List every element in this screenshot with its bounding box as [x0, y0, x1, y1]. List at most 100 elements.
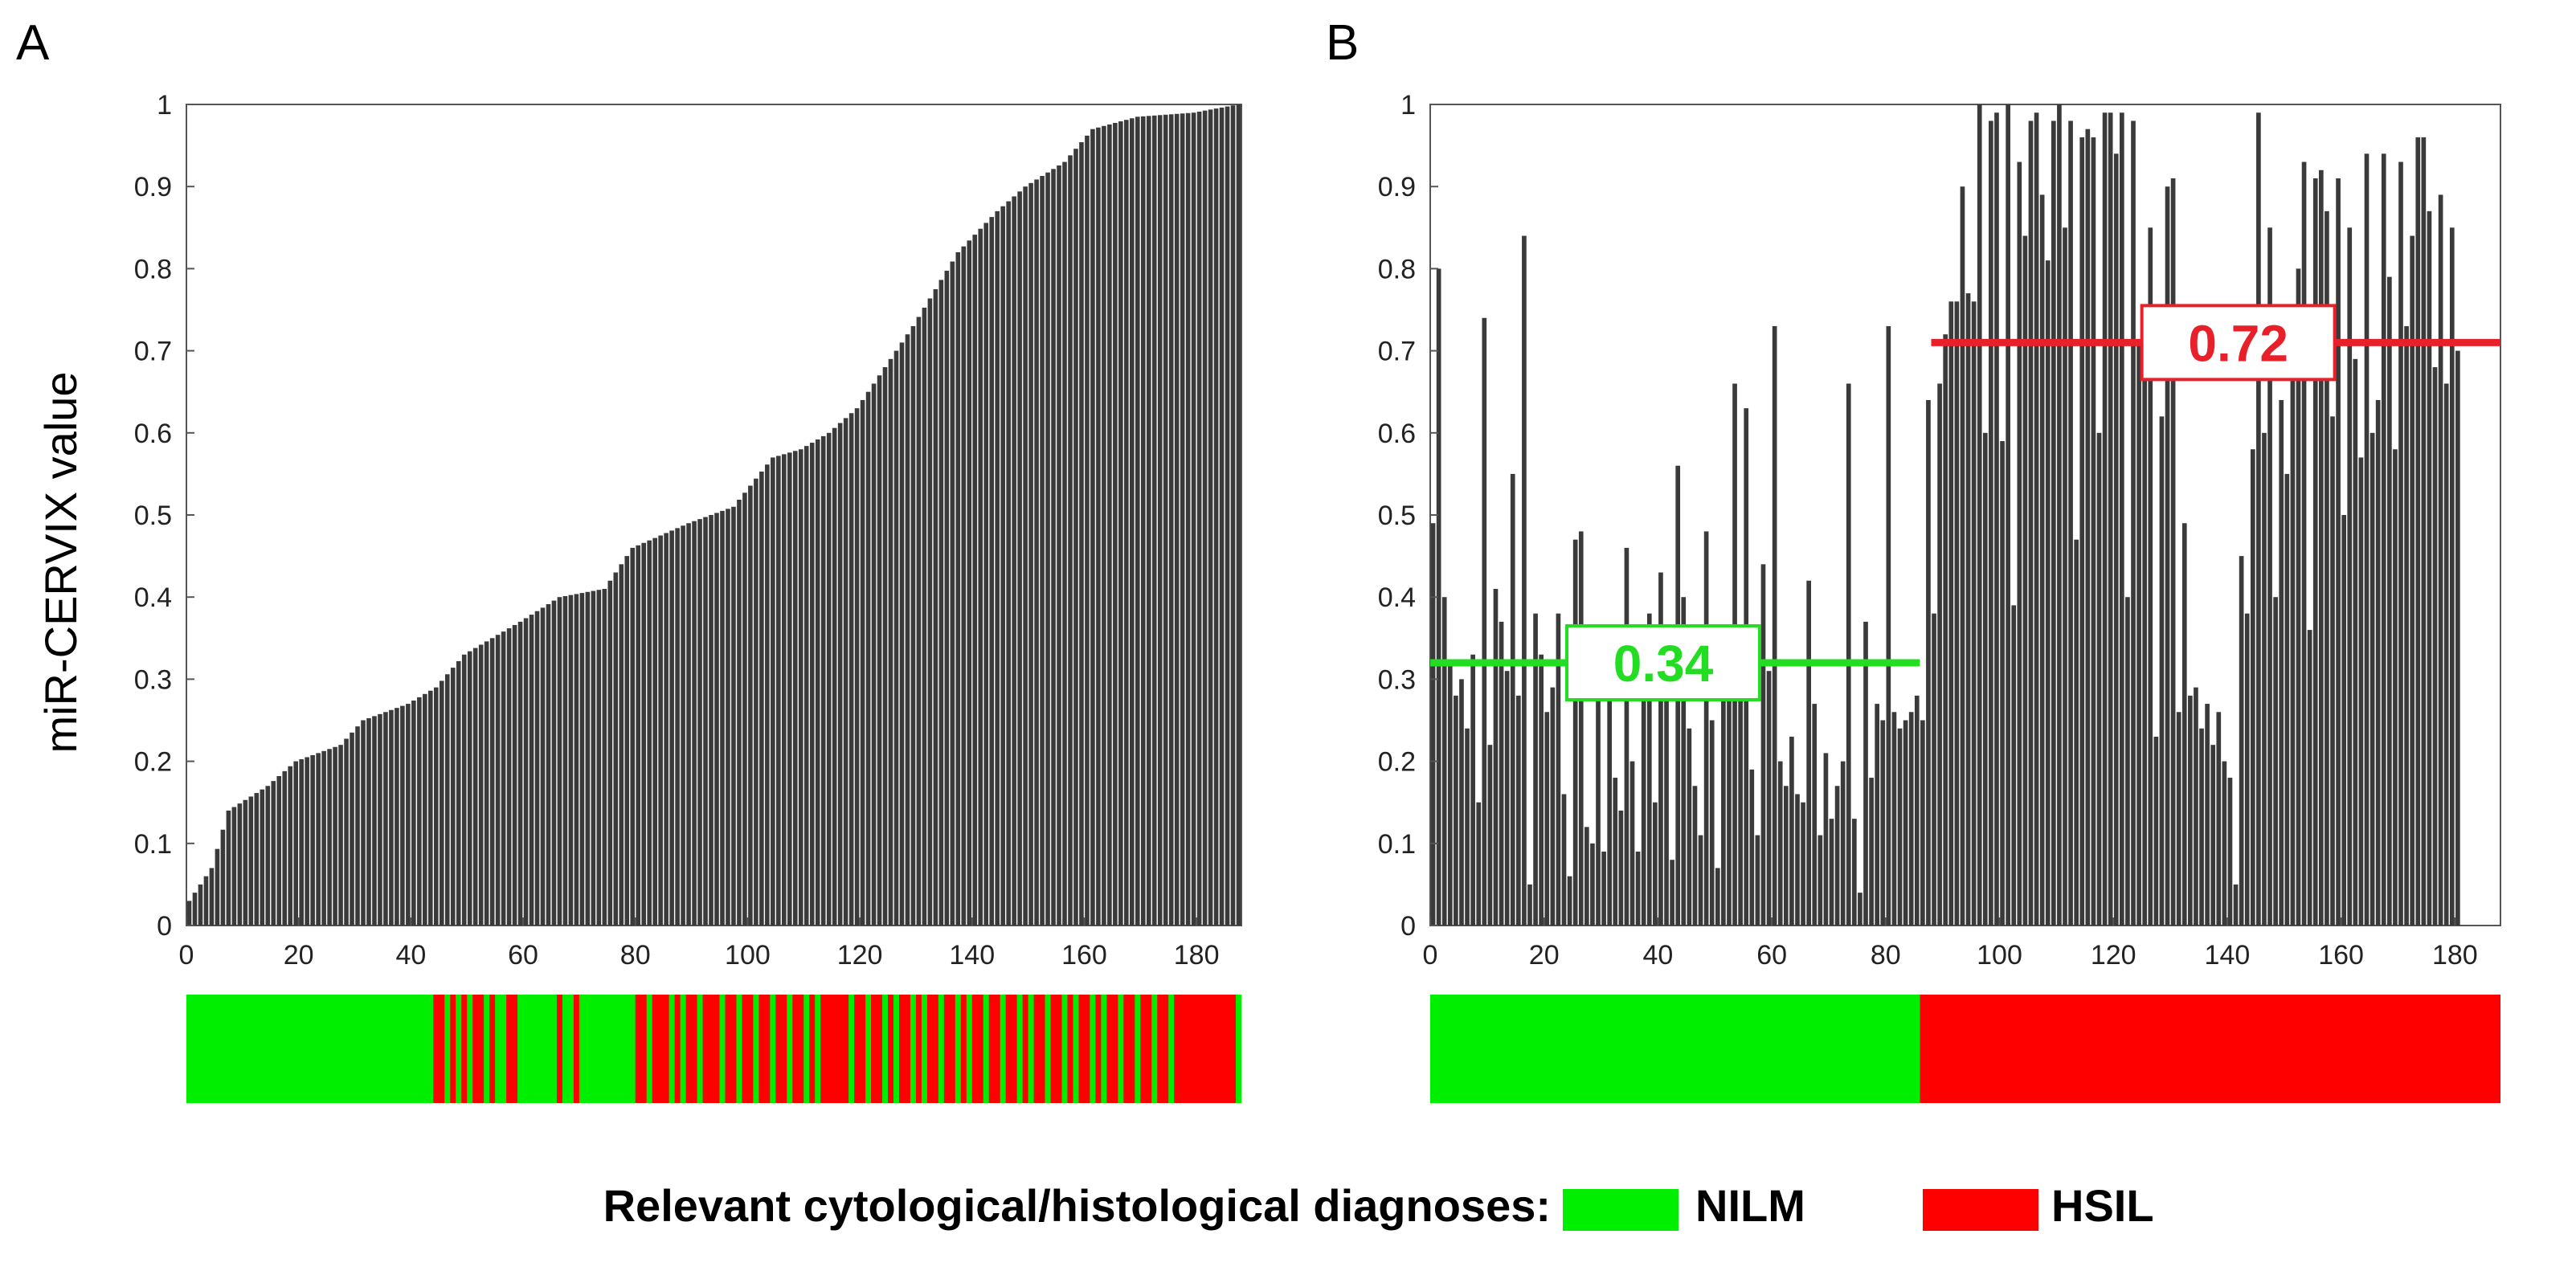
y-tick-label: 0.3 — [1378, 664, 1416, 695]
strip-segment-hsil — [820, 995, 849, 1103]
bar — [1151, 115, 1157, 926]
bar — [1430, 523, 1436, 926]
strip-segment-hsil — [702, 995, 720, 1103]
mean-label-hsil: 0.72 — [2188, 314, 2288, 372]
strip-segment-hsil — [472, 995, 485, 1103]
bar — [231, 807, 237, 926]
bar — [1812, 704, 1818, 926]
bar — [1789, 736, 1794, 926]
bar — [1601, 852, 1606, 926]
bar — [754, 478, 758, 926]
bar — [1584, 827, 1589, 926]
bar — [1174, 113, 1180, 926]
strip-segment-hsil — [1157, 995, 1169, 1103]
x-tick-label: 140 — [2205, 940, 2251, 971]
diagnosis-strip — [186, 995, 1241, 1103]
bar — [1236, 104, 1241, 926]
bar — [2085, 129, 2091, 926]
bar — [366, 717, 371, 926]
legend: Relevant cytological/histological diagno… — [603, 1180, 2154, 1231]
strip-segment-hsil — [1033, 995, 1045, 1103]
bar — [2091, 137, 2096, 926]
strip-segment-hsil — [1095, 995, 1102, 1103]
bar — [501, 631, 506, 926]
strip-segment-hsil — [988, 995, 1000, 1103]
bar — [282, 770, 288, 926]
bar — [568, 595, 574, 926]
bar — [428, 690, 433, 926]
bar — [389, 709, 394, 926]
strip-segment-hsil — [1140, 995, 1152, 1103]
bar — [1715, 868, 1720, 926]
bar — [2028, 121, 2034, 926]
bar — [540, 607, 546, 926]
bar — [260, 789, 265, 926]
bar — [1191, 112, 1196, 926]
bar — [961, 246, 967, 926]
bar — [1213, 108, 1219, 926]
strip-segment-hsil — [652, 995, 669, 1103]
bar — [1487, 745, 1493, 926]
bar — [1646, 613, 1652, 926]
bar — [2194, 687, 2198, 926]
bar — [1527, 884, 1532, 926]
y-tick-label: 0.6 — [134, 419, 172, 449]
bar — [916, 317, 922, 926]
x-tick-label: 40 — [1642, 940, 1673, 971]
bar — [2051, 121, 2056, 926]
x-tick-label: 80 — [620, 940, 651, 971]
bar — [2068, 121, 2073, 926]
bar — [2142, 317, 2148, 926]
bar — [1954, 301, 1960, 926]
bar — [2136, 342, 2141, 926]
bar — [444, 674, 450, 926]
bar — [2347, 227, 2353, 926]
bar — [1624, 547, 1629, 926]
bar — [2290, 350, 2296, 926]
strip-segment-hsil — [898, 995, 910, 1103]
bar — [787, 452, 792, 926]
bar — [1869, 778, 1874, 926]
x-tick-label: 180 — [1174, 940, 1220, 971]
bar — [562, 595, 568, 926]
bar — [506, 628, 512, 926]
bar — [1124, 120, 1129, 926]
bar — [288, 766, 292, 926]
bar — [1085, 135, 1090, 926]
bar — [1613, 778, 1618, 926]
bar — [186, 901, 192, 926]
bar — [1028, 182, 1033, 926]
bar — [1219, 107, 1225, 926]
bar — [1653, 802, 1658, 926]
bar — [2079, 137, 2085, 926]
bar — [1441, 597, 1447, 926]
bar — [1806, 580, 1811, 926]
bar — [989, 217, 995, 926]
bar — [1068, 155, 1073, 926]
bar — [1818, 835, 1823, 926]
bar — [1641, 687, 1646, 926]
bar — [2170, 178, 2176, 926]
x-tick-label: 160 — [1061, 940, 1107, 971]
bar — [652, 537, 657, 926]
bar — [955, 251, 961, 926]
bar — [1034, 179, 1039, 926]
bar — [893, 350, 899, 926]
strip-segment-hsil — [1005, 995, 1017, 1103]
bar — [350, 732, 354, 926]
bar — [2125, 597, 2130, 926]
bar — [2353, 358, 2358, 926]
legend-swatch-hsil — [1923, 1189, 2038, 1231]
bar — [737, 499, 742, 926]
bar — [731, 506, 736, 926]
bar — [1522, 235, 1527, 926]
bar — [2256, 112, 2261, 926]
bar — [1556, 613, 1561, 926]
bar — [557, 597, 562, 926]
bar — [423, 693, 427, 926]
x-tick-label: 120 — [837, 940, 883, 971]
bar — [198, 884, 203, 926]
legend-label-nilm: NILM — [1695, 1180, 1805, 1231]
bar — [2279, 399, 2284, 926]
bar — [776, 456, 781, 926]
